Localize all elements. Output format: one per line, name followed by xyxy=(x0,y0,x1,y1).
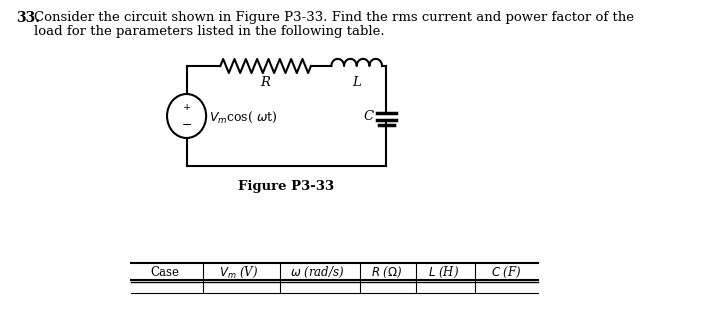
Text: Consider the circuit shown in Figure P3-33. Find the rms current and power facto: Consider the circuit shown in Figure P3-… xyxy=(34,11,634,24)
Text: $V_m$cos( $\omega$t): $V_m$cos( $\omega$t) xyxy=(209,110,278,124)
Text: R: R xyxy=(261,76,271,89)
Text: $V_m$ (V): $V_m$ (V) xyxy=(219,264,258,280)
Text: 33.: 33. xyxy=(16,11,40,25)
Text: Figure P3-33: Figure P3-33 xyxy=(239,180,334,193)
Text: +: + xyxy=(182,103,191,112)
Text: L: L xyxy=(352,76,361,89)
Text: C: C xyxy=(363,110,373,122)
Text: load for the parameters listed in the following table.: load for the parameters listed in the fo… xyxy=(34,25,384,38)
Text: $\omega$ (rad/s): $\omega$ (rad/s) xyxy=(290,264,345,280)
Text: Case: Case xyxy=(151,265,180,278)
Text: $C$ (F): $C$ (F) xyxy=(491,264,522,280)
Text: $R$ ($\Omega$): $R$ ($\Omega$) xyxy=(371,264,403,280)
Text: −: − xyxy=(181,118,192,131)
Text: $L$ (H): $L$ (H) xyxy=(427,264,459,280)
